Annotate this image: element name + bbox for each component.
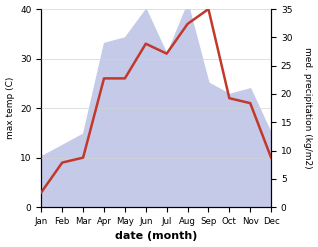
- X-axis label: date (month): date (month): [115, 231, 197, 242]
- Y-axis label: med. precipitation (kg/m2): med. precipitation (kg/m2): [303, 47, 313, 169]
- Y-axis label: max temp (C): max temp (C): [5, 77, 15, 139]
